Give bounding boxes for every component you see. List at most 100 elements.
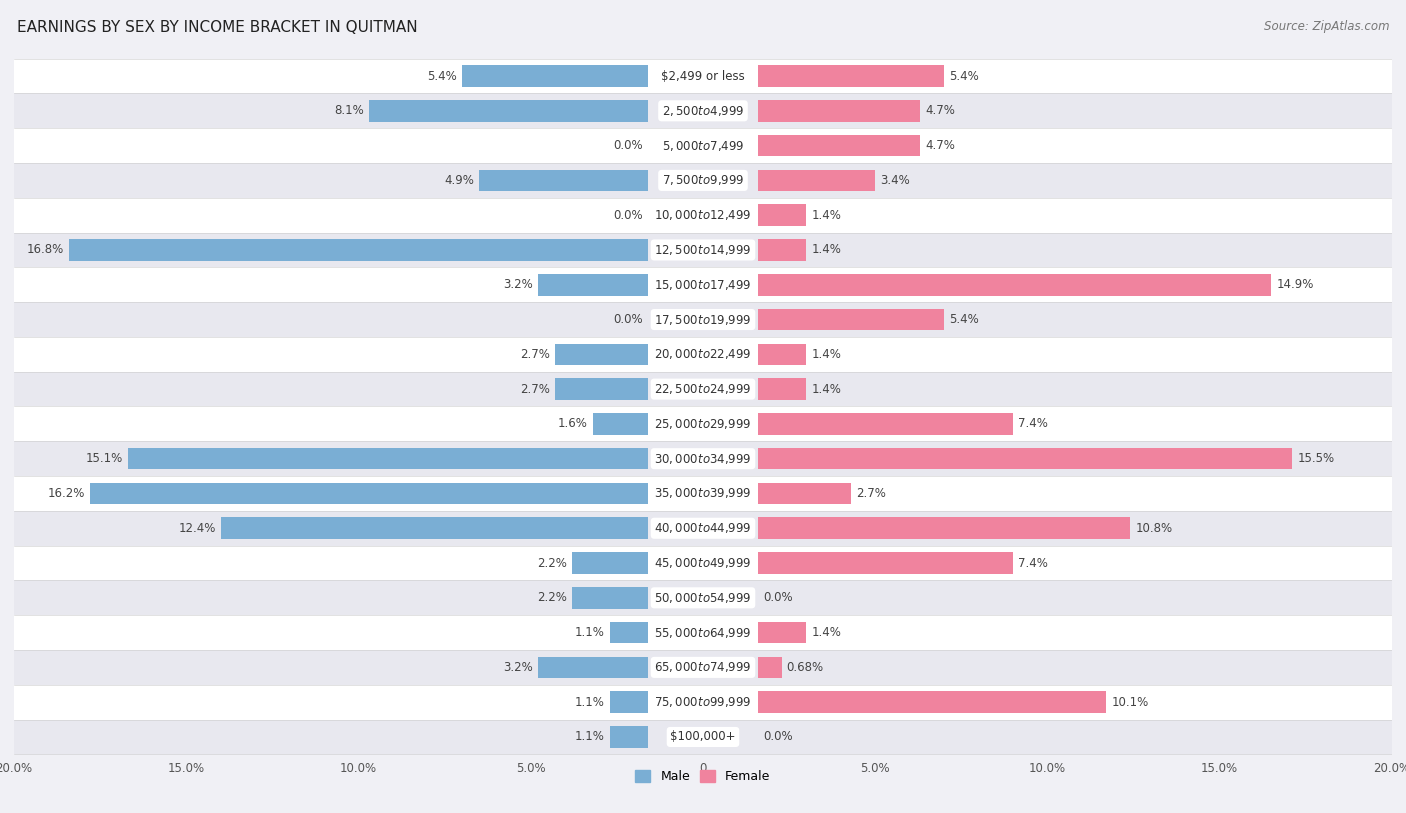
Text: $12,500 to $14,999: $12,500 to $14,999 [654,243,752,257]
Text: 4.7%: 4.7% [925,139,955,152]
Bar [610,691,648,713]
Bar [555,344,648,365]
Text: 3.2%: 3.2% [503,661,533,674]
Text: 1.6%: 1.6% [558,417,588,430]
Text: 5.4%: 5.4% [427,70,457,83]
Bar [14,233,1392,267]
Bar [14,511,1392,546]
Text: 1.1%: 1.1% [575,626,605,639]
Text: 15.1%: 15.1% [86,452,122,465]
Text: 10.1%: 10.1% [1111,696,1149,709]
Text: $50,000 to $54,999: $50,000 to $54,999 [654,591,752,605]
Text: 15.5%: 15.5% [1298,452,1334,465]
Bar [14,476,1392,511]
Bar [758,170,875,191]
Bar [368,100,648,122]
Text: 1.4%: 1.4% [811,348,841,361]
Text: 0.0%: 0.0% [763,730,793,743]
Bar [14,267,1392,302]
Text: $5,000 to $7,499: $5,000 to $7,499 [662,138,744,153]
Legend: Male, Female: Male, Female [630,765,776,789]
Bar [128,448,648,469]
Bar [14,441,1392,476]
Text: 16.8%: 16.8% [27,243,65,256]
Text: $35,000 to $39,999: $35,000 to $39,999 [654,486,752,501]
Bar [758,378,807,400]
Bar [758,309,945,330]
Bar [14,128,1392,163]
Text: $75,000 to $99,999: $75,000 to $99,999 [654,695,752,709]
Bar [537,657,648,678]
Text: $30,000 to $34,999: $30,000 to $34,999 [654,452,752,466]
Bar [758,100,920,122]
Bar [758,65,945,87]
Bar [758,239,807,261]
Text: 2.7%: 2.7% [856,487,886,500]
Bar [14,685,1392,720]
Bar [593,413,648,435]
Bar [14,337,1392,372]
Bar [14,546,1392,580]
Text: $100,000+: $100,000+ [671,730,735,743]
Bar [14,372,1392,406]
Text: $40,000 to $44,999: $40,000 to $44,999 [654,521,752,535]
Text: 2.7%: 2.7% [520,348,550,361]
Text: 2.2%: 2.2% [537,557,567,570]
Text: 1.4%: 1.4% [811,626,841,639]
Text: 0.68%: 0.68% [787,661,824,674]
Bar [758,517,1130,539]
Text: 0.0%: 0.0% [763,591,793,604]
Text: 7.4%: 7.4% [1018,557,1047,570]
Text: 2.2%: 2.2% [537,591,567,604]
Bar [758,622,807,643]
Text: $20,000 to $22,499: $20,000 to $22,499 [654,347,752,361]
Text: 0.0%: 0.0% [613,209,643,222]
Text: $2,500 to $4,999: $2,500 to $4,999 [662,104,744,118]
Bar [14,198,1392,233]
Text: 1.4%: 1.4% [811,243,841,256]
Bar [572,587,648,609]
Text: $25,000 to $29,999: $25,000 to $29,999 [654,417,752,431]
Bar [537,274,648,296]
Bar [14,580,1392,615]
Text: 0.0%: 0.0% [613,139,643,152]
Text: 4.7%: 4.7% [925,104,955,117]
Text: 3.2%: 3.2% [503,278,533,291]
Bar [14,650,1392,685]
Bar [758,552,1012,574]
Bar [758,344,807,365]
Bar [758,448,1292,469]
Text: $15,000 to $17,499: $15,000 to $17,499 [654,278,752,292]
Text: 12.4%: 12.4% [179,522,215,535]
Text: 1.4%: 1.4% [811,383,841,396]
Bar [610,726,648,748]
Text: 1.4%: 1.4% [811,209,841,222]
Bar [221,517,648,539]
Bar [14,59,1392,93]
Text: 0.0%: 0.0% [613,313,643,326]
Text: 8.1%: 8.1% [335,104,364,117]
Text: EARNINGS BY SEX BY INCOME BRACKET IN QUITMAN: EARNINGS BY SEX BY INCOME BRACKET IN QUI… [17,20,418,35]
Bar [90,483,648,504]
Bar [14,406,1392,441]
Text: 16.2%: 16.2% [48,487,84,500]
Bar [572,552,648,574]
Text: 2.7%: 2.7% [520,383,550,396]
Bar [758,204,807,226]
Text: Source: ZipAtlas.com: Source: ZipAtlas.com [1264,20,1389,33]
Bar [479,170,648,191]
Bar [758,691,1107,713]
Bar [14,93,1392,128]
Text: 5.4%: 5.4% [949,313,979,326]
Text: $7,500 to $9,999: $7,500 to $9,999 [662,173,744,188]
Bar [758,274,1271,296]
Text: 1.1%: 1.1% [575,696,605,709]
Text: $2,499 or less: $2,499 or less [661,70,745,83]
Text: $45,000 to $49,999: $45,000 to $49,999 [654,556,752,570]
Text: $17,500 to $19,999: $17,500 to $19,999 [654,312,752,327]
Bar [758,483,851,504]
Bar [758,135,920,156]
Text: 10.8%: 10.8% [1135,522,1173,535]
Text: 7.4%: 7.4% [1018,417,1047,430]
Bar [758,413,1012,435]
